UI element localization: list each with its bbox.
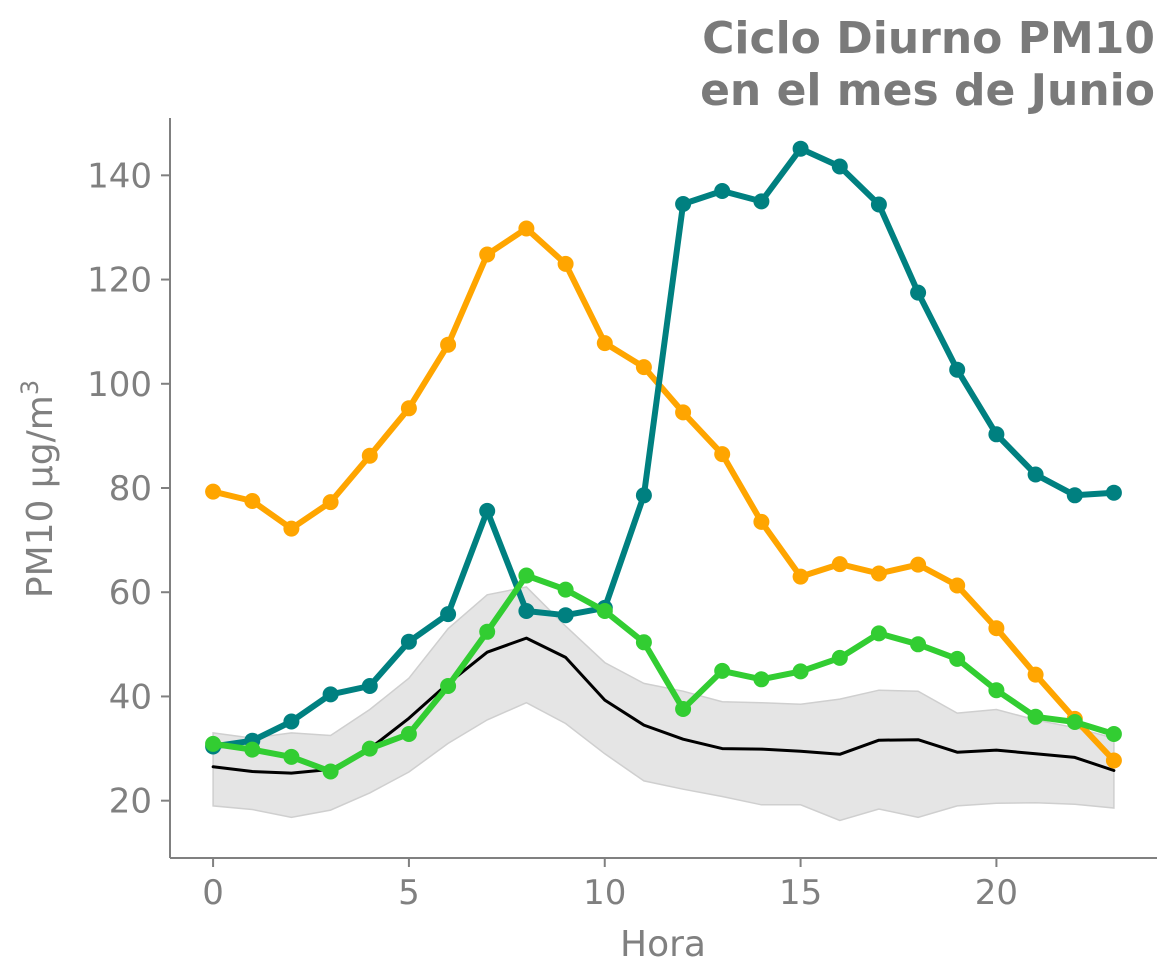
y-tick-label-2: 60 [109, 573, 152, 613]
series-3-point-19 [949, 650, 966, 667]
chart-title: Ciclo Diurno PM10 en el mes de Junio [700, 13, 1155, 116]
series-1-point-6 [440, 336, 457, 353]
series-1 [205, 220, 1122, 769]
y-tick-label-5: 120 [87, 261, 152, 301]
series-2-point-13 [714, 183, 731, 199]
series-2-point-17 [870, 196, 887, 213]
series-1-point-2 [283, 520, 300, 537]
series-1-point-4 [361, 447, 378, 464]
x-tick-label-4: 20 [975, 873, 1018, 913]
y-tick-label-0: 20 [109, 782, 152, 822]
series-2-point-22 [1066, 487, 1083, 504]
series-1-point-9 [557, 255, 574, 272]
series-2-point-6 [440, 606, 457, 623]
series-3-point-8 [518, 567, 535, 584]
y-tick-label-3: 80 [109, 469, 152, 509]
series-3-point-4 [361, 740, 378, 757]
series-3-point-16 [831, 649, 848, 666]
series-3-point-5 [400, 726, 417, 742]
series-2-point-9 [557, 607, 574, 624]
band-layer [212, 586, 1115, 822]
series-1-point-14 [753, 513, 770, 530]
series-1-point-1 [244, 493, 261, 509]
range-band [212, 586, 1115, 822]
series-1-point-17 [870, 565, 887, 582]
x-axis-label: Hora [620, 924, 706, 965]
x-tick-label-0: 0 [202, 873, 224, 913]
series-3-point-2 [283, 748, 300, 765]
series-3-point-23 [1105, 726, 1122, 742]
series-3-point-21 [1027, 708, 1044, 725]
series-2-point-2 [283, 713, 300, 730]
series-1-point-0 [205, 483, 222, 500]
series-3-point-14 [753, 671, 770, 688]
series-3-point-15 [792, 663, 809, 680]
series-2-point-7 [479, 502, 496, 519]
series-3-point-12 [675, 701, 692, 717]
series-3-point-17 [870, 625, 887, 642]
series-1-line [210, 225, 1117, 764]
series-3-point-18 [910, 636, 927, 653]
series-2-point-20 [988, 426, 1005, 443]
tick-layer: 0 5 10 15 20 20 40 60 80 100 120 140 [87, 156, 1018, 913]
series-2-point-19 [949, 361, 966, 378]
chart-title-line-1: Ciclo Diurno PM10 [702, 13, 1155, 64]
series-2-point-12 [675, 196, 692, 212]
series-3-point-9 [557, 581, 574, 598]
series-3-point-1 [244, 741, 261, 758]
series-1-point-18 [910, 556, 927, 573]
series-3-point-22 [1066, 714, 1083, 730]
series-2-point-23 [1105, 484, 1122, 501]
series-2-point-5 [400, 633, 417, 650]
x-tick-label-2: 10 [583, 873, 626, 913]
series-3-point-6 [440, 678, 457, 694]
series-3-point-13 [714, 662, 731, 679]
y-axis-label-superscript: 3 [16, 380, 44, 395]
series-2-point-4 [361, 678, 378, 694]
series-2-point-21 [1027, 466, 1044, 483]
series-2-point-15 [792, 140, 809, 157]
series-1-point-13 [714, 446, 731, 463]
series-3-point-10 [596, 603, 613, 619]
series-1-point-7 [479, 246, 496, 263]
series-3-point-20 [988, 682, 1005, 699]
series-1-point-15 [792, 568, 809, 585]
series-3-point-0 [205, 735, 222, 752]
x-tick-label-3: 15 [779, 873, 822, 913]
series-2-point-3 [322, 686, 339, 703]
y-tick-label-4: 100 [87, 365, 152, 405]
series-2-line [210, 145, 1117, 750]
series-2-point-8 [518, 603, 535, 619]
series-1-point-19 [949, 577, 966, 594]
series-3 [205, 567, 1122, 780]
series-1-point-16 [831, 556, 848, 573]
series-1-point-10 [596, 335, 613, 352]
y-tick-label-1: 40 [109, 677, 152, 717]
y-axis-label: PM10 μg/m3 [16, 380, 61, 598]
series-2-point-18 [910, 284, 927, 301]
series-3-point-11 [635, 634, 652, 651]
series-3-point-7 [479, 623, 496, 640]
series-layer [205, 140, 1122, 780]
chart-title-line-2: en el mes de Junio [700, 65, 1155, 116]
y-axis-label-main: PM10 μg/m [20, 395, 61, 598]
series-1-point-23 [1105, 752, 1122, 769]
series-1-point-21 [1027, 666, 1044, 683]
series-2 [205, 140, 1122, 755]
series-1-point-8 [518, 220, 535, 237]
series-1-point-20 [988, 620, 1005, 637]
series-1-point-5 [400, 400, 417, 417]
y-tick-label-6: 140 [87, 156, 152, 196]
series-1-point-11 [635, 359, 652, 376]
series-1-point-3 [322, 494, 339, 511]
series-1-point-12 [675, 404, 692, 421]
series-2-point-14 [753, 193, 770, 210]
x-tick-label-1: 5 [398, 873, 420, 913]
series-2-point-16 [831, 158, 848, 175]
series-3-point-3 [322, 763, 339, 780]
series-2-point-11 [635, 487, 652, 504]
